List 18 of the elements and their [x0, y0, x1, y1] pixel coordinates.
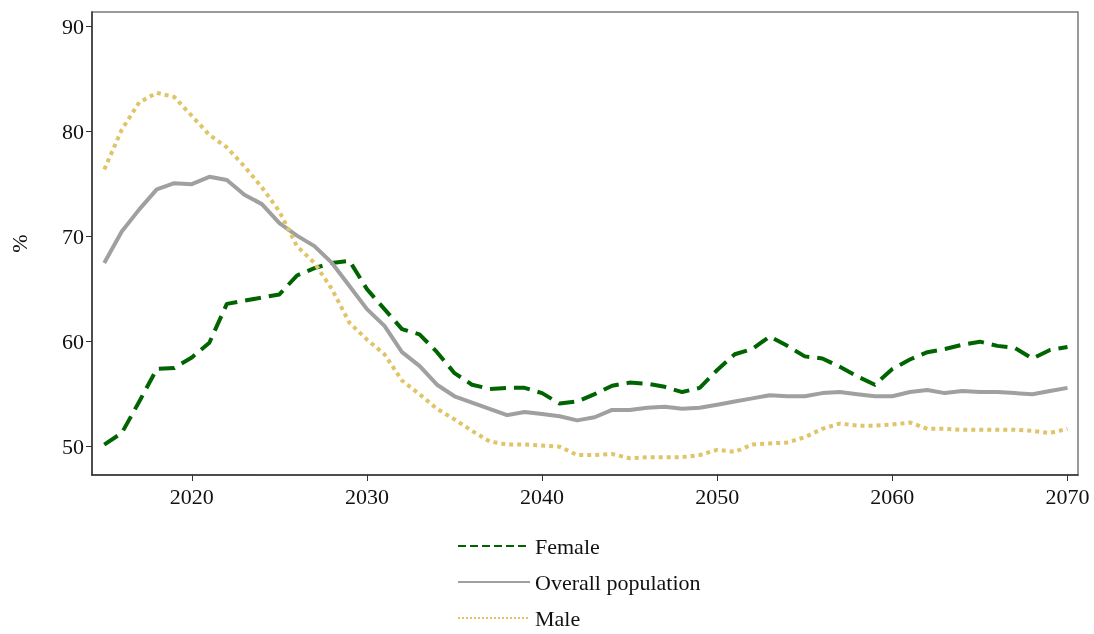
y-axis-title: %	[6, 234, 32, 253]
x-tick-label: 2030	[344, 483, 389, 509]
x-tick-label: 2050	[695, 483, 740, 509]
legend-label: Overall population	[535, 569, 701, 595]
y-tick-label: 90	[62, 14, 84, 40]
line-series	[102, 174, 1070, 423]
y-tick-label: 80	[62, 119, 84, 145]
y-tick-label: 50	[62, 434, 84, 460]
line-series	[102, 258, 1070, 447]
legend-label: Female	[535, 533, 600, 559]
line-series	[102, 90, 1070, 461]
x-tick-label: 2020	[169, 483, 214, 509]
x-tick-label: 2040	[520, 483, 565, 509]
y-tick-label: 60	[62, 329, 84, 355]
y-tick-label: 70	[62, 224, 84, 250]
legend-label: Male	[535, 605, 581, 631]
x-tick-label: 2060	[870, 483, 915, 509]
x-tick-label: 2070	[1045, 483, 1090, 509]
